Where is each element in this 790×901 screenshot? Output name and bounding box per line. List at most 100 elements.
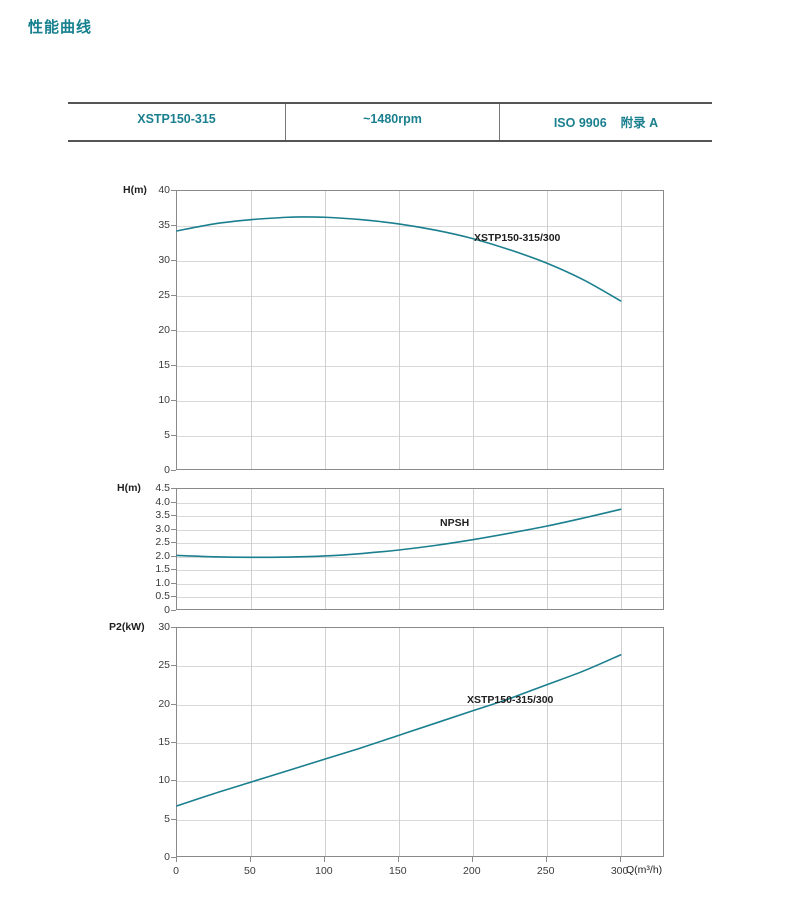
y-tick-label: 0 bbox=[164, 851, 170, 863]
curve-XSTP150-315/300 bbox=[176, 216, 622, 302]
spec-cell-standard: ISO 9906 附录 A bbox=[500, 104, 712, 140]
y-tick-label: 20 bbox=[158, 697, 170, 710]
y-tick-label: 2.0 bbox=[155, 549, 170, 562]
y-tick-mark bbox=[171, 190, 176, 191]
gridline-vertical bbox=[472, 191, 474, 469]
y-tick-label: 0.5 bbox=[155, 590, 170, 603]
y-tick-mark bbox=[171, 470, 176, 471]
y-tick-mark bbox=[171, 582, 176, 584]
gridline-horizontal bbox=[177, 401, 663, 402]
spec-standard-annex: 附录 A bbox=[620, 116, 659, 130]
gridline-vertical bbox=[398, 191, 400, 469]
gridline-horizontal bbox=[177, 556, 663, 558]
y-tick-mark bbox=[171, 569, 176, 571]
x-tick-label: 50 bbox=[244, 865, 256, 877]
gridline-vertical bbox=[324, 628, 326, 856]
x-tick-mark bbox=[176, 857, 177, 862]
gridline-horizontal bbox=[177, 704, 663, 706]
y-tick-mark bbox=[171, 330, 176, 331]
spec-header-table: XSTP150-315 ~1480rpm ISO 9906 附录 A bbox=[68, 102, 712, 142]
gridline-vertical bbox=[324, 489, 326, 609]
y-tick-label: 15 bbox=[158, 736, 170, 748]
x-tick-mark bbox=[545, 857, 547, 862]
y-tick-label: 30 bbox=[158, 621, 170, 633]
y-tick-mark bbox=[171, 627, 176, 628]
gridline-horizontal bbox=[177, 543, 663, 545]
y-tick-label: 0 bbox=[164, 604, 170, 616]
page-title: 性能曲线 bbox=[28, 19, 93, 36]
chart-power-curve-label: XSTP150-315/300 bbox=[467, 694, 554, 706]
y-tick-mark bbox=[171, 528, 176, 530]
spec-cell-speed: ~1480rpm bbox=[286, 104, 500, 140]
x-tick-label: 0 bbox=[173, 865, 179, 877]
y-tick-mark bbox=[171, 225, 176, 226]
y-tick-mark bbox=[171, 703, 176, 705]
spec-speed-text: ~1480rpm bbox=[363, 112, 422, 126]
x-tick-label: 150 bbox=[389, 865, 407, 877]
y-tick-mark bbox=[171, 610, 176, 611]
chart-head-curve-label: XSTP150-315/300 bbox=[474, 232, 561, 244]
x-tick-mark bbox=[471, 857, 473, 862]
gridline-vertical bbox=[250, 628, 252, 856]
y-tick-label: 10 bbox=[158, 774, 170, 787]
y-tick-mark bbox=[171, 488, 176, 489]
gridline-horizontal bbox=[177, 436, 663, 437]
y-tick-mark bbox=[171, 780, 176, 782]
curve-XSTP150-315/300 bbox=[176, 654, 622, 807]
y-tick-label: 25 bbox=[158, 659, 170, 672]
y-tick-mark bbox=[171, 295, 176, 296]
gridline-horizontal bbox=[177, 516, 663, 518]
y-tick-label: 5 bbox=[164, 429, 170, 441]
y-tick-mark bbox=[171, 665, 176, 667]
y-tick-mark bbox=[171, 400, 176, 401]
y-tick-label: 1.5 bbox=[155, 563, 170, 576]
x-tick-mark bbox=[323, 857, 325, 862]
gridline-horizontal bbox=[177, 583, 663, 585]
y-tick-label: 10 bbox=[158, 394, 170, 406]
gridline-vertical bbox=[546, 191, 548, 469]
y-tick-label: 40 bbox=[158, 184, 170, 196]
y-tick-label: 3.0 bbox=[155, 522, 170, 535]
x-tick-label: 250 bbox=[536, 865, 555, 877]
y-tick-mark bbox=[171, 742, 176, 743]
chart-npsh-plot-area bbox=[176, 488, 664, 610]
y-tick-mark bbox=[171, 515, 176, 517]
x-tick-mark bbox=[397, 857, 399, 862]
y-tick-label: 4.0 bbox=[155, 495, 170, 508]
gridline-horizontal bbox=[177, 502, 663, 504]
chart-head-plot-area bbox=[176, 190, 664, 470]
x-tick-label: 100 bbox=[315, 865, 333, 877]
gridline-horizontal bbox=[177, 366, 663, 367]
spec-model-text: XSTP150-315 bbox=[137, 112, 216, 126]
y-tick-mark bbox=[171, 501, 176, 503]
chart-head-yaxis-title: H(m) bbox=[123, 184, 147, 196]
gridline-vertical bbox=[398, 628, 400, 856]
y-tick-label: 20 bbox=[158, 324, 170, 336]
x-tick-label: 300 bbox=[610, 865, 629, 877]
y-tick-mark bbox=[171, 365, 176, 366]
y-tick-label: 4.5 bbox=[155, 482, 170, 494]
y-tick-mark bbox=[171, 555, 176, 557]
x-tick-mark bbox=[249, 857, 251, 862]
y-tick-mark bbox=[171, 260, 176, 261]
y-tick-mark bbox=[171, 542, 176, 544]
gridline-horizontal bbox=[177, 261, 663, 262]
y-tick-mark bbox=[171, 857, 176, 858]
xaxis-title: Q(m³/h) bbox=[626, 864, 663, 876]
gridline-vertical bbox=[324, 191, 326, 469]
gridline-vertical bbox=[250, 191, 252, 469]
y-tick-mark bbox=[171, 818, 176, 820]
chart-npsh-curve-label: NPSH bbox=[440, 517, 470, 529]
curve-layer bbox=[176, 216, 622, 302]
y-tick-label: 0 bbox=[164, 464, 170, 476]
y-tick-label: 1.0 bbox=[155, 576, 170, 589]
gridline-horizontal bbox=[177, 781, 663, 783]
gridline-horizontal bbox=[177, 331, 663, 332]
x-tick-label: 200 bbox=[463, 865, 481, 877]
gridline-horizontal bbox=[177, 666, 663, 668]
y-tick-label: 5 bbox=[164, 812, 170, 825]
gridline-horizontal bbox=[177, 819, 663, 821]
gridline-horizontal bbox=[177, 743, 663, 744]
